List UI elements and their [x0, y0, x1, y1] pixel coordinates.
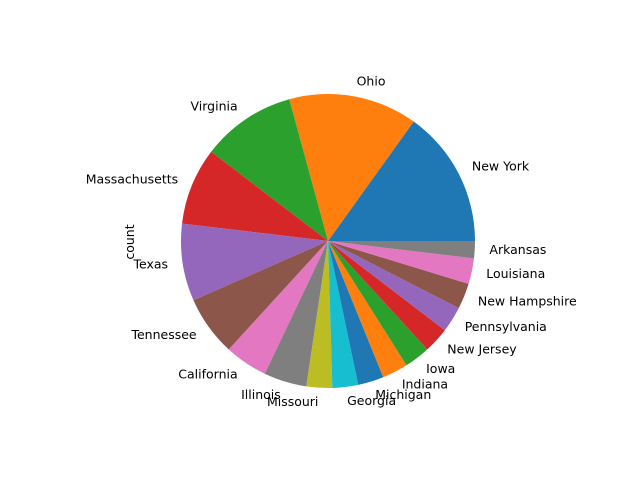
pie-slice-arkansas	[328, 241, 476, 259]
pie-label-illinois: Illinois	[241, 387, 281, 402]
pie-label-georgia: Georgia	[347, 393, 396, 408]
pie-slice-new-york	[328, 121, 475, 241]
pie-slice-georgia	[328, 241, 359, 388]
pie-label-indiana: Indiana	[402, 376, 448, 391]
pie-slice-massachusetts	[182, 151, 328, 241]
pie-slice-texas	[180, 223, 328, 301]
pie-slice-louisiana	[328, 241, 474, 284]
pie-label-new-hampshire: New Hampshire	[478, 293, 577, 308]
pie-label-michigan: Michigan	[375, 387, 431, 402]
pie-label-louisiana: Louisiana	[486, 266, 545, 281]
pie-slice-indiana	[328, 241, 407, 378]
pie-label-california: California	[178, 367, 237, 382]
pie-label-ohio: Ohio	[357, 73, 386, 88]
pie-slice-michigan	[328, 241, 384, 385]
pie-label-new-york: New York	[472, 159, 530, 174]
pie-slice-california	[228, 241, 328, 374]
pie-slice-virginia	[211, 99, 328, 241]
pie-label-tennessee: Tennessee	[130, 327, 196, 342]
pie-label-arkansas: Arkansas	[489, 242, 546, 257]
pie-label-virginia: Virginia	[191, 98, 238, 113]
pie-label-texas: Texas	[133, 256, 169, 271]
pie-slice-new-hampshire	[328, 241, 469, 309]
pie-slices	[180, 93, 476, 389]
pie-label-new-jersey: New Jersey	[447, 342, 517, 357]
pie-label-missouri: Missouri	[267, 394, 318, 409]
pie-slice-tennessee	[193, 241, 328, 350]
y-axis-label: count	[122, 224, 137, 259]
pie-slice-new-jersey	[328, 241, 445, 350]
pie-label-pennsylvania: Pennsylvania	[465, 319, 547, 334]
pie-labels: New York Ohio Virginia Massachusetts Texas Te…	[86, 73, 577, 409]
pie-slice-ohio	[289, 93, 414, 242]
pie-slice-missouri	[306, 241, 333, 389]
pie-label-massachusetts: Massachusetts	[86, 172, 178, 187]
pie-slice-iowa	[328, 241, 428, 366]
pie-slice-illinois	[264, 241, 328, 387]
pie-slice-pennsylvania	[328, 241, 459, 331]
pie-label-iowa: Iowa	[426, 361, 455, 376]
